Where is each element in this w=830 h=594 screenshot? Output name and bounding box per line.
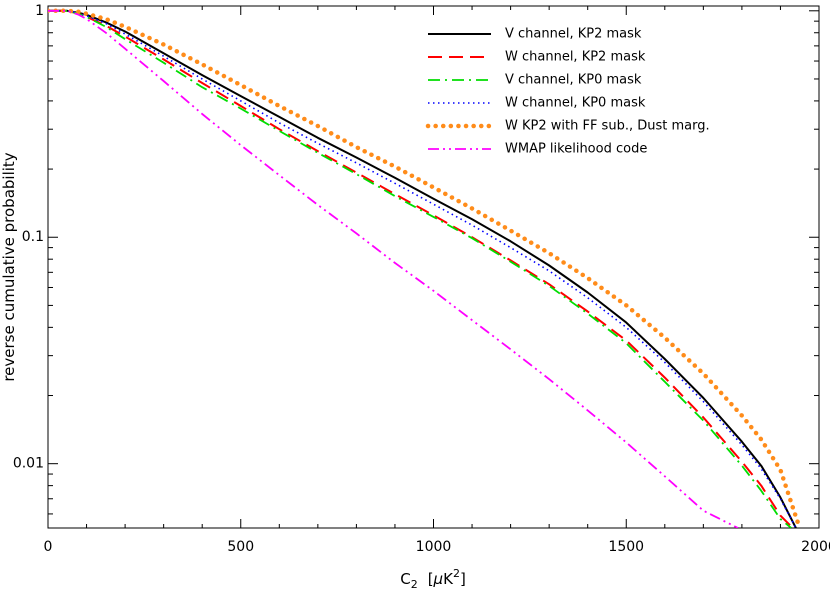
- legend-label: W KP2 with FF sub., Dust marg.: [505, 119, 710, 134]
- x-tick-label: 0: [44, 539, 53, 555]
- plot-frame: [47, 5, 820, 529]
- y-tick-label: 1: [35, 3, 44, 19]
- series-line: [48, 10, 797, 528]
- series-line: [48, 9, 739, 528]
- x-axis-label: C2 [μK2]: [400, 567, 466, 591]
- legend-label: W channel, KP2 mask: [505, 50, 646, 65]
- series-line: [48, 9, 794, 528]
- x-axis-label-unit-mu: μ: [433, 570, 444, 588]
- series-line: [48, 9, 797, 528]
- x-axis-label-unit-close: ]: [460, 570, 466, 588]
- legend-label: V channel, KP0 mask: [505, 73, 642, 88]
- x-axis-label-unit-superscript: 2: [453, 567, 460, 580]
- x-axis-label-subscript: 2: [411, 578, 418, 591]
- x-tick-label: 1500: [608, 539, 644, 555]
- series-layer: [48, 8, 801, 528]
- x-tick-label: 500: [227, 539, 254, 555]
- x-axis-label-unit-K: K: [443, 570, 454, 588]
- legend: V channel, KP2 mask W channel, KP2 mask V …: [425, 27, 710, 157]
- legend-label: W channel, KP0 mask: [505, 96, 646, 111]
- y-axis-ticks: 1 0.1 0.01: [13, 3, 819, 515]
- y-tick-label: 0.01: [13, 456, 44, 472]
- x-axis-ticks: 0 500 1000 1500 2000: [44, 6, 830, 555]
- legend-label: WMAP likelihood code: [505, 142, 647, 157]
- x-tick-label: 1000: [416, 539, 452, 555]
- y-axis-label: reverse cumulative probability: [0, 152, 18, 381]
- x-tick-label: 2000: [801, 539, 830, 555]
- series-line: [48, 8, 801, 525]
- legend-label: V channel, KP2 mask: [505, 27, 642, 42]
- series-line: [48, 9, 792, 528]
- y-tick-label: 0.1: [22, 229, 44, 245]
- x-axis-label-symbol: C: [400, 570, 410, 588]
- x-axis-label-unit-open: [: [428, 570, 434, 588]
